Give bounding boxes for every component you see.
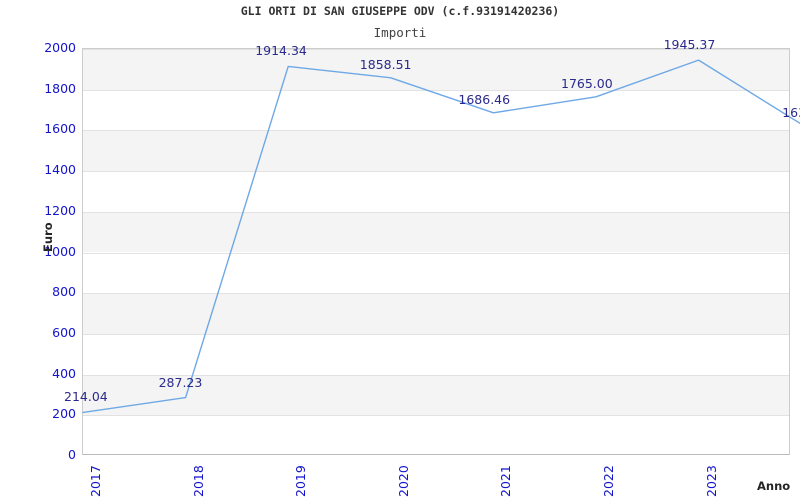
grid-band <box>83 293 789 334</box>
x-axis-title: Anno <box>757 479 791 493</box>
y-tick-label: 600 <box>52 324 76 340</box>
data-point-label: 214.04 <box>64 389 108 405</box>
y-tick-label: 1800 <box>44 80 76 96</box>
grid-band <box>83 211 789 253</box>
y-tick-label: 800 <box>52 284 76 300</box>
data-point-label: 287.23 <box>158 374 203 390</box>
data-point-label: 1631.0 <box>782 105 800 121</box>
gridline <box>83 89 789 91</box>
y-tick-label: 1200 <box>44 202 76 218</box>
grid-band <box>83 374 789 416</box>
gridline <box>83 130 789 132</box>
y-tick-label: 1600 <box>44 121 76 137</box>
chart-title: GLI ORTI DI SAN GIUSEPPE ODV (c.f.931914… <box>240 4 560 18</box>
chart-subtitle: Importi <box>373 25 427 40</box>
gridline <box>83 211 789 213</box>
y-axis-title: Euro <box>41 222 55 252</box>
y-tick-label: 1000 <box>44 243 76 259</box>
plot-area <box>82 48 800 455</box>
series-line <box>82 59 800 414</box>
y-tick-label: 2000 <box>44 40 76 55</box>
y-axis-ticks: 0 200 400 600 800 1000 1200 1400 1600 1800 2000 <box>0 40 76 462</box>
data-point-label: 1765.00 <box>561 75 613 91</box>
gridline <box>83 171 789 173</box>
gridline <box>83 415 789 417</box>
data-point-label: 1686.46 <box>458 91 511 107</box>
y-tick-label: 200 <box>52 406 76 422</box>
y-tick-label: 0 <box>68 447 76 462</box>
gridline <box>83 293 789 295</box>
gridline <box>83 333 789 335</box>
y-tick-label: 1400 <box>44 162 76 178</box>
gridline <box>83 252 789 254</box>
gridline <box>83 49 789 50</box>
data-point-label: 1858.51 <box>359 56 412 72</box>
grid-band <box>83 130 789 172</box>
y-tick-label: 400 <box>52 365 76 381</box>
data-point-label: 1945.37 <box>663 37 716 53</box>
data-point-label: 1914.34 <box>255 43 307 59</box>
gridline <box>83 374 789 376</box>
